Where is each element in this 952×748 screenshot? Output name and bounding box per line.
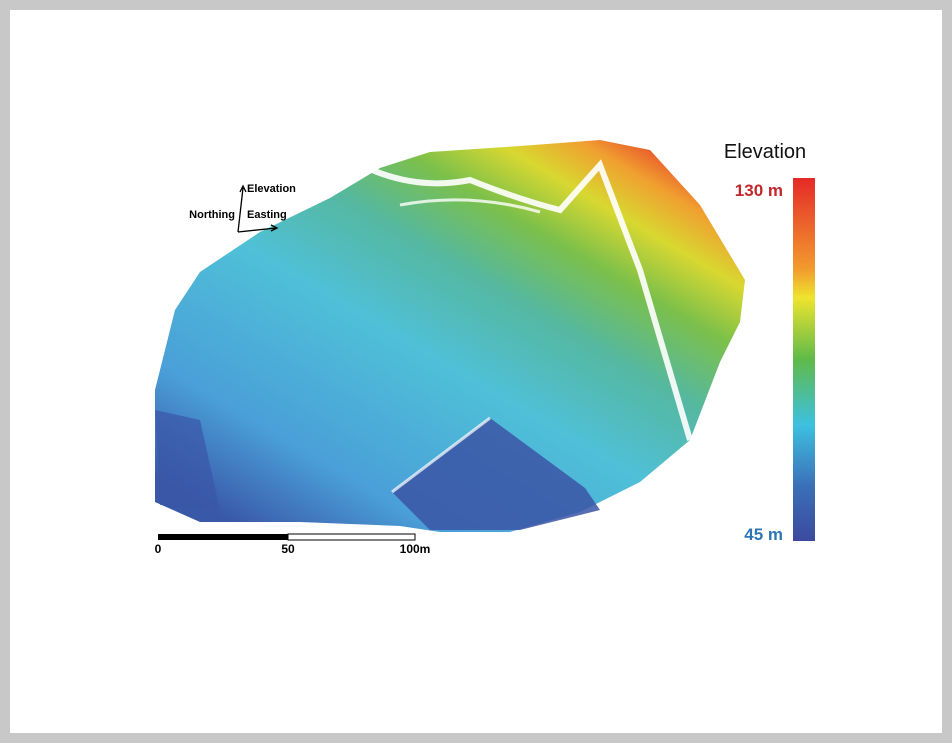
axis-label: Elevation — [247, 183, 296, 195]
color-bar — [793, 178, 815, 541]
legend-title: Elevation — [724, 141, 806, 163]
scale-label: 50 — [281, 542, 295, 556]
figure: Elevation Northing Easting 0 50 100m Ele… — [0, 0, 952, 743]
axis-label: Northing — [189, 209, 235, 221]
legend-min: 45 m — [744, 525, 783, 544]
scale-label: 100m — [400, 542, 431, 556]
legend-max: 130 m — [735, 181, 783, 200]
scale-label: 0 — [155, 542, 162, 556]
axis-label: Easting — [247, 209, 287, 221]
